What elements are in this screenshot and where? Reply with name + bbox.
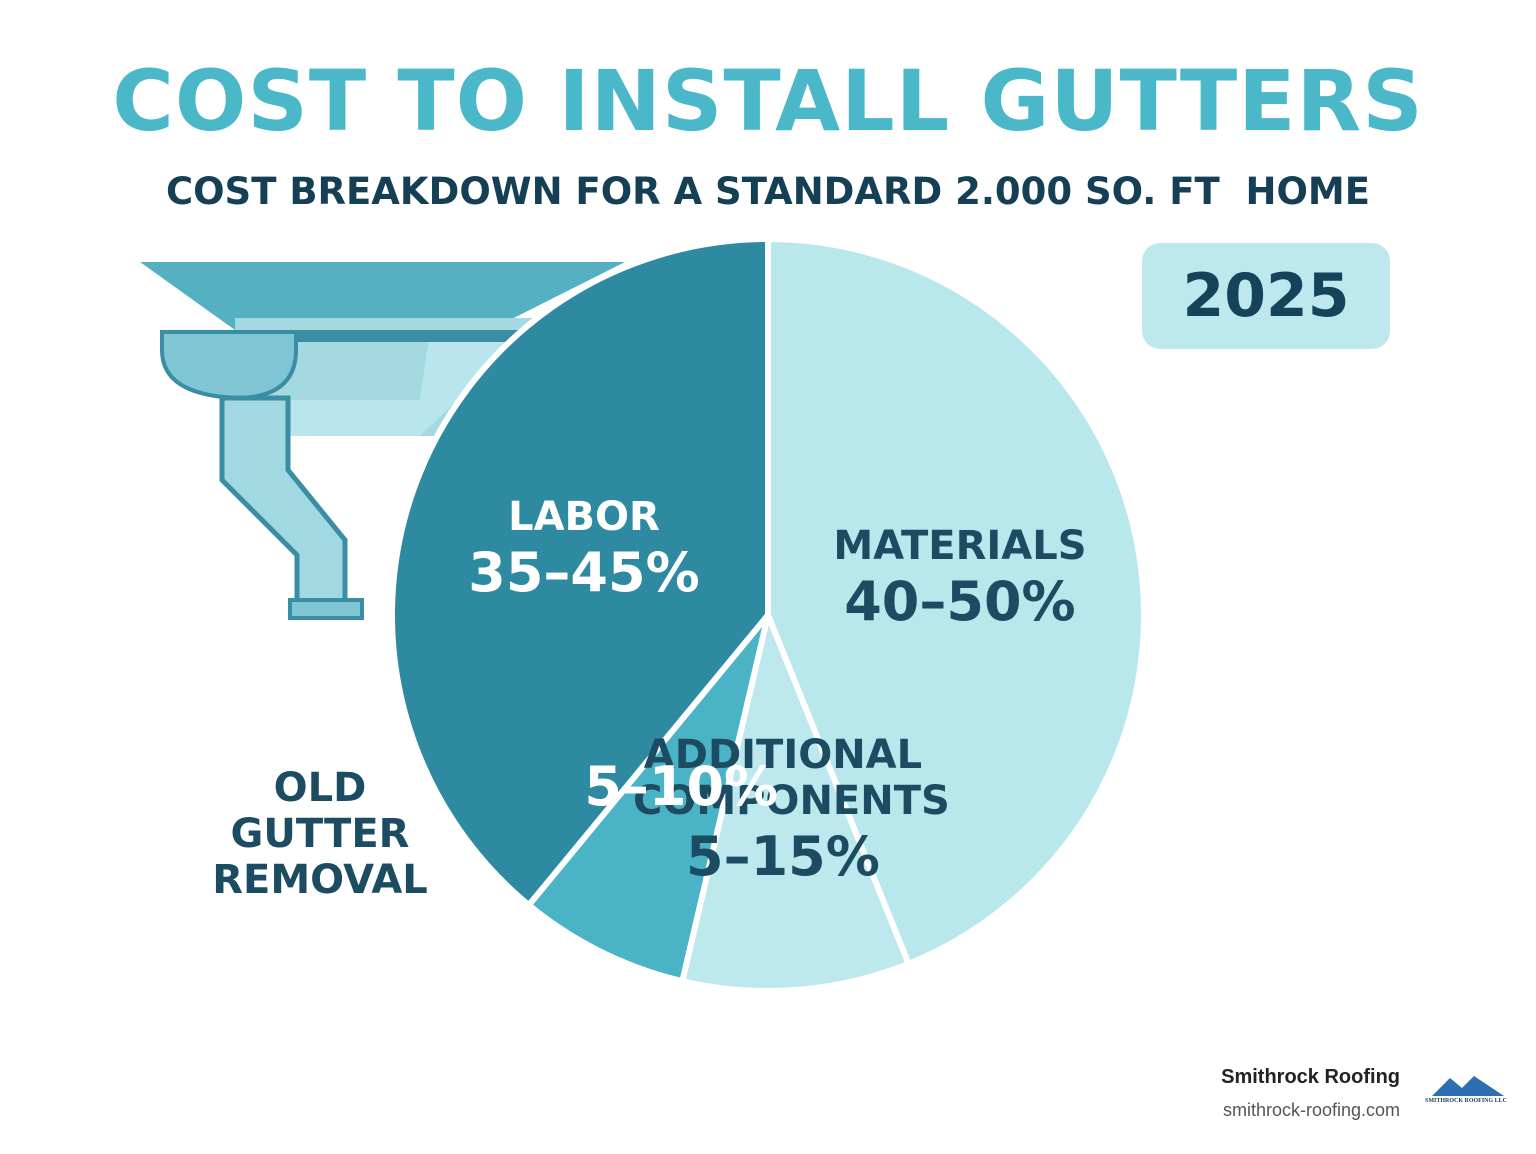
pie-slice: [524, 613, 771, 985]
pie: [389, 235, 1147, 994]
brand: Smithrock Roofing: [1221, 1066, 1400, 1088]
logo-icon: [1432, 1076, 1504, 1096]
year-badge: 2025: [1142, 243, 1390, 349]
title: COST TO INSTALL GUTTERS: [112, 52, 1424, 150]
pie-slice: [389, 235, 771, 910]
url: smithrock-roofing.com: [1222, 1100, 1400, 1120]
pie-slice: [765, 235, 1147, 968]
slice-name: LABOR: [508, 493, 660, 540]
slice-name: OLD GUTTER REMOVAL: [212, 765, 428, 903]
pie-slice: [678, 605, 913, 994]
subtitle: COST BREAKDOWN FOR A STANDARD 2.000 SO. …: [165, 170, 1371, 213]
slice-name: MATERIALS: [833, 522, 1087, 569]
slice-value: 35–45%: [468, 540, 700, 604]
logo-text: SMITHROCK ROOFING LLC: [1424, 1098, 1507, 1104]
slice-value: 5–15%: [686, 824, 880, 888]
slice-value: 5–10%: [584, 755, 779, 819]
slice-name: ADDITIONAL COMPONENTS: [632, 731, 950, 824]
slice-value: 40–50%: [844, 569, 1076, 633]
